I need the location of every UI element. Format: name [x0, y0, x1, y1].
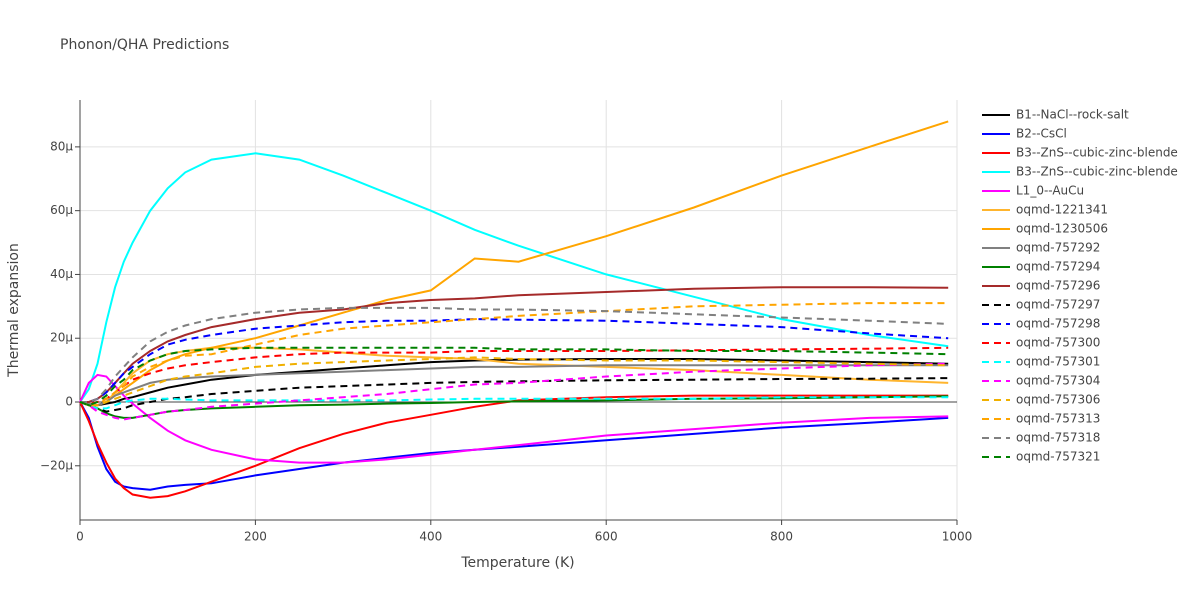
- y-axis-label: Thermal expansion: [6, 243, 22, 378]
- series-line: [79, 346, 949, 405]
- legend-label: oqmd-757296: [1016, 279, 1100, 293]
- legend-label: oqmd-757301: [1016, 355, 1100, 369]
- x-tick-label: 1000: [942, 530, 973, 544]
- series-line: [79, 373, 949, 464]
- legend-label: oqmd-757297: [1016, 298, 1100, 312]
- series-line: [79, 396, 949, 410]
- y-tick-label: 40μ: [50, 267, 73, 281]
- legend-label: oqmd-757318: [1016, 431, 1100, 445]
- x-tick-label: 800: [770, 530, 793, 544]
- legend-label: oqmd-757304: [1016, 374, 1100, 388]
- legend-label: oqmd-757300: [1016, 336, 1100, 350]
- series-line: [79, 364, 949, 407]
- y-tick-label: 80μ: [50, 139, 73, 153]
- series-line: [79, 346, 949, 407]
- legend-label: oqmd-757321: [1016, 450, 1100, 464]
- series-line: [79, 152, 949, 403]
- series-line: [80, 306, 949, 403]
- legend-label: oqmd-1230506: [1016, 222, 1108, 236]
- series-line: [79, 356, 949, 407]
- series-line: [80, 318, 949, 403]
- series-line: [79, 401, 949, 491]
- legend-label: B3--ZnS--cubic-zinc-blende: [1016, 165, 1178, 179]
- series-line: [79, 395, 949, 419]
- series-line: [79, 302, 949, 407]
- series-line: [79, 362, 949, 421]
- legend-label: B2--CsCl: [1016, 127, 1067, 141]
- x-axis-label: Temperature (K): [460, 555, 574, 571]
- legend-label: oqmd-757306: [1016, 393, 1100, 407]
- x-tick-label: 200: [244, 530, 267, 544]
- legend-label: oqmd-757292: [1016, 241, 1100, 255]
- legend-label: B3--ZnS--cubic-zinc-blende: [1016, 146, 1178, 160]
- legend-label: oqmd-757298: [1016, 317, 1100, 331]
- legend-label: oqmd-757294: [1016, 260, 1100, 274]
- legend-label: L1_0--AuCu: [1016, 184, 1084, 198]
- series-line: [79, 394, 949, 499]
- y-tick-label: 20μ: [50, 331, 73, 345]
- y-tick-label: −20μ: [40, 458, 73, 472]
- y-tick-label: 60μ: [50, 203, 73, 217]
- y-tick-label: 0: [65, 395, 73, 409]
- x-tick-label: 400: [419, 530, 442, 544]
- legend-label: oqmd-1221341: [1016, 203, 1108, 217]
- legend-label: oqmd-757313: [1016, 412, 1100, 426]
- x-tick-label: 0: [76, 530, 84, 544]
- x-tick-label: 600: [595, 530, 618, 544]
- legend-label: B1--NaCl--rock-salt: [1016, 108, 1129, 122]
- chart-title: Phonon/QHA Predictions: [60, 37, 229, 53]
